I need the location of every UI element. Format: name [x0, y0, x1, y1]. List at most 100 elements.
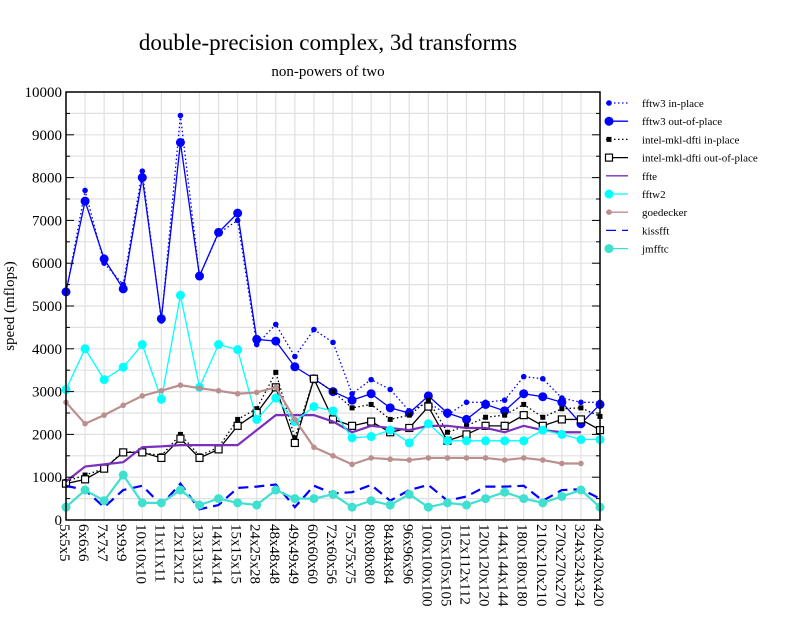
data-point: [481, 399, 491, 409]
data-point: [387, 416, 393, 422]
data-point: [292, 435, 298, 441]
data-point: [175, 485, 185, 495]
data-point: [424, 402, 433, 411]
data-point: [578, 460, 584, 467]
data-point: [177, 431, 183, 437]
data-point: [387, 456, 394, 463]
data-point: [214, 445, 223, 454]
x-tick-label: 10x10x10: [132, 524, 148, 584]
data-point: [385, 403, 395, 413]
grid: [65, 91, 601, 521]
data-point: [271, 336, 281, 346]
x-tick-label: 9x9x9: [113, 524, 129, 562]
data-point: [80, 196, 90, 206]
x-tick-label: 14x14x14: [209, 524, 225, 585]
x-tick-label: 75x75x75: [342, 524, 358, 584]
data-point: [290, 494, 300, 504]
legend-label: jmfftc: [641, 244, 669, 256]
x-tick-label: 49x49x49: [285, 524, 301, 584]
data-point: [557, 415, 566, 424]
data-point: [349, 461, 355, 468]
chart-title: double-precision complex, 3d transforms: [139, 30, 517, 55]
y-tick-label: 4000: [32, 342, 62, 358]
data-point: [576, 415, 586, 424]
legend-label: intel-mkl-dfti in-place: [642, 134, 740, 146]
data-point: [290, 438, 299, 448]
x-tick-label: 180x180x180: [514, 524, 530, 607]
x-tick-label: 420x420x420: [590, 524, 606, 607]
legend-marker: [604, 189, 614, 199]
data-point: [463, 455, 470, 461]
data-point: [99, 254, 109, 264]
series-jmfftc: [61, 470, 605, 512]
data-point: [349, 390, 355, 397]
data-point: [538, 425, 548, 435]
data-point: [100, 464, 109, 473]
data-point: [481, 421, 490, 430]
data-point: [196, 385, 203, 391]
data-point: [139, 393, 146, 399]
data-point: [271, 485, 281, 495]
data-point: [349, 405, 355, 411]
data-point: [272, 384, 279, 391]
y-tick-label: 10000: [25, 85, 63, 101]
data-point: [252, 334, 262, 344]
data-point: [557, 429, 567, 439]
x-tick-label: 324x324x324: [571, 524, 587, 607]
legend-marker: [604, 153, 614, 162]
data-point: [119, 448, 128, 457]
legend-item: goedecker: [606, 207, 688, 219]
data-point: [215, 387, 222, 394]
data-point: [311, 326, 317, 333]
data-point: [311, 444, 317, 451]
x-tick-label: 210x210x210: [533, 524, 549, 607]
x-tick-label: 7x7x7: [94, 524, 110, 562]
series-line: [65, 384, 581, 466]
data-point: [368, 376, 374, 383]
data-point: [233, 498, 243, 508]
series-line: [65, 414, 581, 483]
ticks: 0 1000 2000 3000 4000 5000 6000 7000 8000 9000 100…: [25, 85, 607, 607]
data-point: [347, 421, 357, 430]
data-point: [540, 414, 546, 420]
y-tick-label: 5000: [32, 299, 62, 315]
data-point: [404, 438, 414, 448]
x-tick-label: 24x25x28: [247, 524, 263, 584]
data-point: [500, 421, 509, 430]
data-point: [99, 375, 109, 385]
series-goedecker: [63, 382, 584, 468]
data-point: [271, 393, 281, 403]
data-point: [538, 498, 548, 508]
data-point: [272, 321, 279, 328]
data-point: [292, 353, 298, 360]
legend-label: kissfft: [642, 225, 669, 237]
legend-item: fftw2: [604, 189, 666, 201]
data-point: [500, 436, 510, 446]
data-point: [366, 432, 376, 442]
y-tick-label: 9000: [32, 128, 62, 144]
data-point: [233, 421, 242, 430]
data-point: [425, 455, 432, 461]
x-tick-label: 6x6x6: [75, 524, 91, 562]
legend-marker: [606, 136, 612, 142]
data-point: [175, 290, 185, 300]
x-tick-label: 84x84x84: [380, 524, 396, 585]
legend-label: fftw3 in-place: [642, 98, 704, 110]
y-tick-label: 3000: [32, 385, 62, 401]
data-point: [406, 412, 412, 418]
data-point: [118, 470, 128, 480]
x-tick-label: 96x96x96: [399, 524, 415, 585]
data-point: [176, 434, 185, 443]
x-tick-label: 11x11x11: [151, 524, 167, 582]
data-point: [557, 397, 567, 407]
data-point: [501, 457, 508, 463]
data-point: [483, 414, 489, 420]
legend: fftw3 in-place fftw3 out-of-place intel-mk…: [604, 98, 758, 256]
x-tick-label: 48x48x48: [266, 524, 282, 584]
data-point: [82, 472, 88, 478]
data-point: [137, 173, 147, 183]
data-point: [539, 375, 546, 382]
data-point: [330, 339, 336, 346]
data-point: [82, 420, 88, 427]
y-tick-label: 1000: [32, 470, 62, 486]
